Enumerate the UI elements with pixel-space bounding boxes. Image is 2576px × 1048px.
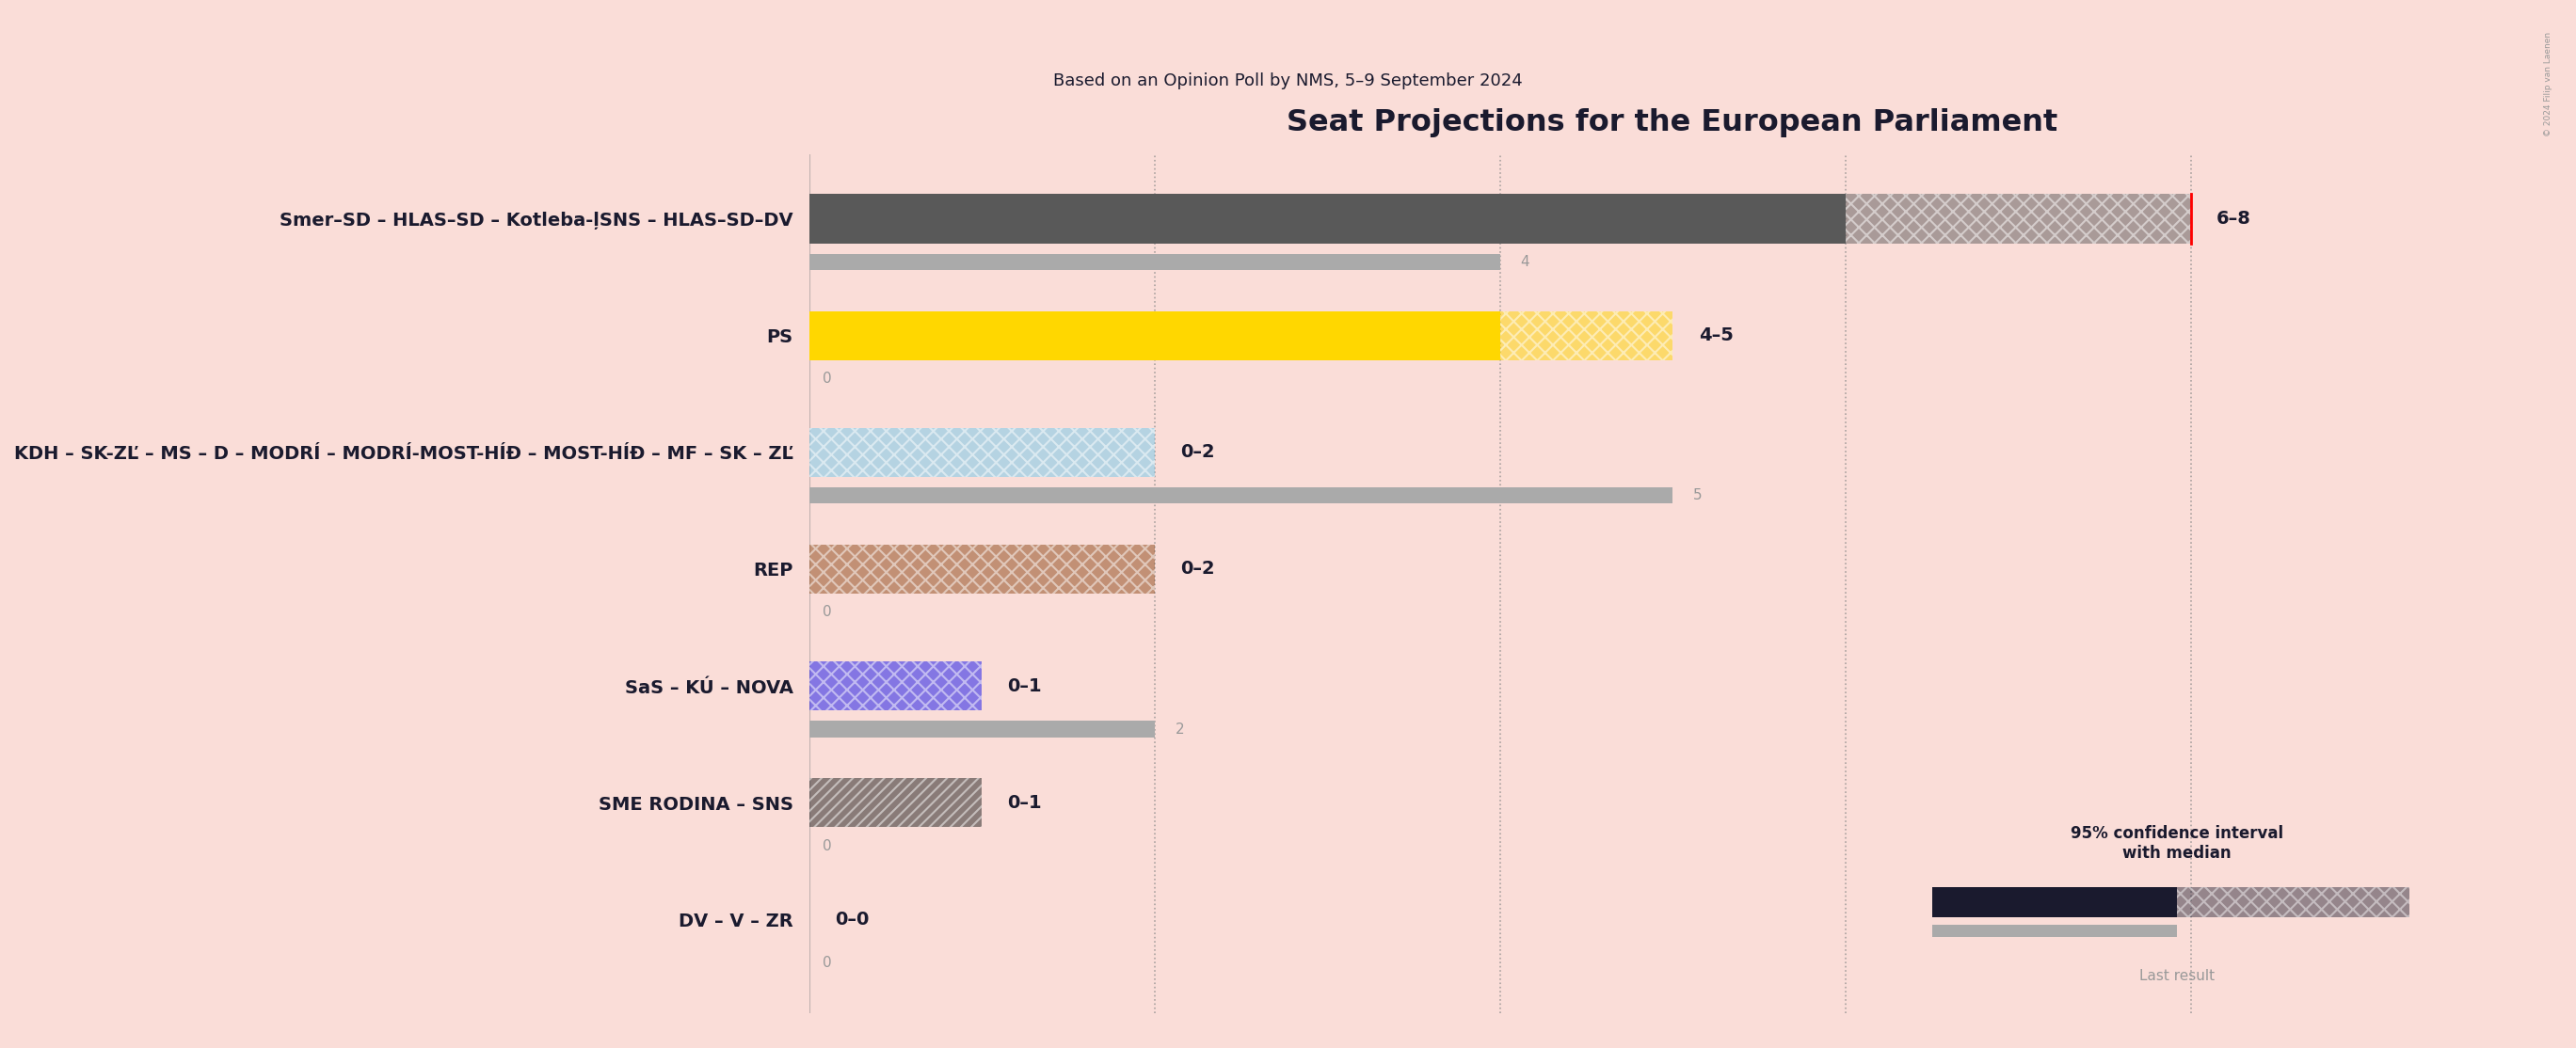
Text: 0–2: 0–2 (1180, 443, 1216, 461)
Bar (809, 311, 1672, 361)
Bar (809, 545, 1154, 593)
Bar (809, 311, 1499, 361)
Text: 2: 2 (1175, 722, 1185, 736)
Text: 0: 0 (822, 956, 832, 969)
Text: 95% confidence interval
with median: 95% confidence interval with median (2071, 826, 2282, 861)
Bar (1932, 924, 2177, 937)
Bar (809, 487, 1672, 504)
Title: Seat Projections for the European Parliament: Seat Projections for the European Parlia… (1288, 108, 2058, 137)
Text: 6–8: 6–8 (2215, 210, 2251, 227)
Text: 4: 4 (1520, 255, 1530, 269)
Bar (809, 779, 981, 827)
Bar (809, 428, 1154, 477)
Text: 0–1: 0–1 (1007, 677, 1043, 695)
Bar (809, 194, 2190, 243)
Bar (809, 661, 981, 711)
Bar (809, 254, 1499, 270)
Text: Last result: Last result (2138, 969, 2215, 983)
Bar (809, 194, 1844, 243)
Text: 5: 5 (1692, 488, 1703, 503)
Text: 0–1: 0–1 (1007, 793, 1043, 811)
Text: Based on an Opinion Poll by NMS, 5–9 September 2024: Based on an Opinion Poll by NMS, 5–9 Sep… (1054, 72, 1522, 90)
Text: 0: 0 (822, 838, 832, 853)
Text: 0–0: 0–0 (835, 911, 868, 929)
Text: © 2024 Filip van Laenen: © 2024 Filip van Laenen (2545, 31, 2553, 136)
Bar (1932, 888, 2177, 917)
Text: 0: 0 (822, 606, 832, 619)
Text: 0–2: 0–2 (1180, 561, 1216, 578)
Text: 0: 0 (822, 372, 832, 386)
Bar (2177, 888, 2409, 917)
Bar (809, 721, 1154, 738)
Text: 4–5: 4–5 (1698, 327, 1734, 345)
